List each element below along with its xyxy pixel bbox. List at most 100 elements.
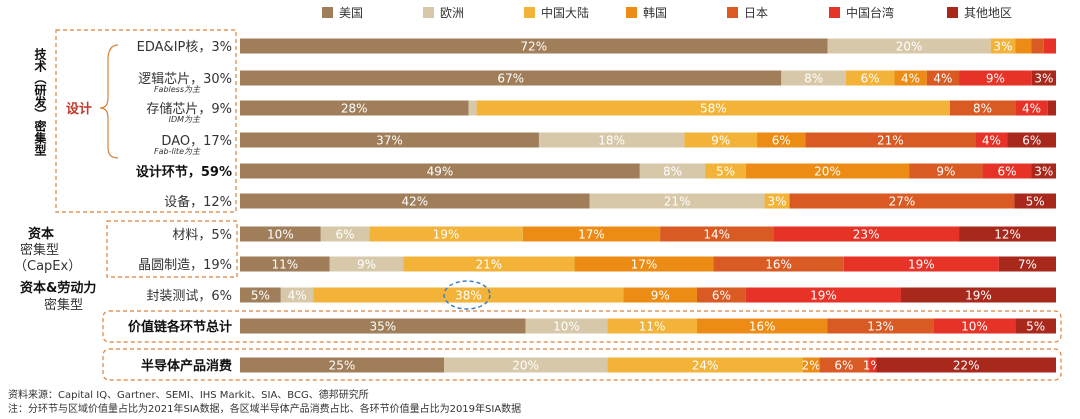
data-label: 16% bbox=[765, 258, 792, 272]
data-label: 4% bbox=[901, 72, 920, 86]
data-label: 14% bbox=[703, 228, 730, 242]
legend: 美国 欧洲 中国大陆 韩国 日本 中国台湾 其他地区 bbox=[322, 5, 1012, 20]
data-label: 4% bbox=[982, 134, 1001, 148]
bar-segment bbox=[313, 287, 624, 303]
bar-segment bbox=[819, 357, 869, 373]
bar-segment bbox=[240, 38, 828, 54]
bar-segment bbox=[1007, 132, 1056, 148]
data-label: 21% bbox=[664, 195, 691, 209]
bar-segment bbox=[660, 226, 774, 242]
data-label: 11% bbox=[272, 258, 299, 272]
bar-segment bbox=[982, 163, 1032, 179]
row-label: 存储芯片，9% bbox=[146, 102, 232, 117]
legend-swatch bbox=[423, 7, 434, 18]
bar-segment bbox=[1015, 318, 1056, 334]
data-label: 24% bbox=[692, 359, 719, 373]
data-label: 17% bbox=[578, 228, 605, 242]
data-label: 35% bbox=[369, 320, 396, 334]
legend-swatch bbox=[626, 7, 637, 18]
tech-group-frame bbox=[55, 29, 237, 213]
data-label: 10% bbox=[267, 228, 294, 242]
row-sublabel: Fab-lite为主 bbox=[154, 147, 201, 156]
bar-segment bbox=[240, 226, 321, 242]
data-label: 19% bbox=[965, 289, 992, 303]
row-sublabel: IDM为主 bbox=[169, 115, 201, 124]
data-label: 5% bbox=[251, 289, 270, 303]
bar-segment bbox=[975, 132, 1008, 148]
row-label: 材料，5% bbox=[172, 228, 232, 243]
bar-segment bbox=[240, 70, 782, 86]
group-label-capital-sub2: （CapEx） bbox=[14, 259, 81, 274]
data-label: 9% bbox=[651, 289, 670, 303]
group-label-labor-sub: 密集型 bbox=[44, 297, 83, 313]
bar-segment bbox=[240, 287, 281, 303]
data-label: 4% bbox=[1022, 102, 1041, 116]
legend-label: 日本 bbox=[744, 6, 768, 20]
group-label-design: 设计 bbox=[66, 101, 92, 117]
data-label: 23% bbox=[853, 228, 880, 242]
data-label: 6% bbox=[772, 134, 791, 148]
data-label: 38% bbox=[455, 289, 482, 303]
bar-segment bbox=[990, 38, 1016, 54]
bar-segment bbox=[1015, 38, 1032, 54]
bar-segment bbox=[933, 318, 1016, 334]
highlight-ellipse bbox=[443, 280, 491, 310]
bar-segment bbox=[240, 256, 330, 272]
bar-segment bbox=[713, 256, 844, 272]
group-label-tech-text: 技术（研发）密集型 bbox=[33, 47, 47, 157]
row-sublabel: Fabless为主 bbox=[154, 85, 201, 94]
bar-segment bbox=[525, 318, 608, 334]
bar-segment bbox=[240, 357, 444, 373]
data-label: 20% bbox=[512, 359, 539, 373]
row-label: 逻辑芯片，30% bbox=[138, 72, 232, 87]
bar-segment bbox=[805, 132, 976, 148]
data-label: 6% bbox=[861, 72, 880, 86]
bar-segment bbox=[369, 226, 523, 242]
bar-segment bbox=[1031, 163, 1056, 179]
bar-segment bbox=[764, 193, 790, 209]
bar-segment bbox=[320, 226, 370, 242]
data-label: 67% bbox=[497, 72, 524, 86]
data-label: 5% bbox=[716, 165, 735, 179]
group-label-tech: 技术（研发）密集型 bbox=[33, 47, 47, 157]
bar-segment bbox=[444, 357, 608, 373]
bar-segment bbox=[607, 357, 804, 373]
data-label: 16% bbox=[749, 320, 776, 334]
bar-segment bbox=[757, 132, 806, 148]
group-label-labor: 资本&劳动力 bbox=[20, 280, 96, 296]
bar-segment bbox=[1015, 100, 1048, 116]
legend-label: 中国大陆 bbox=[541, 5, 589, 20]
row-label: 半导体产品消费 bbox=[141, 358, 232, 374]
consumption-row-frame bbox=[102, 348, 1062, 381]
legend-swatch bbox=[829, 7, 840, 18]
bar-segment bbox=[696, 287, 746, 303]
data-label: 19% bbox=[810, 289, 837, 303]
data-label: 18% bbox=[598, 134, 625, 148]
legend-swatch bbox=[947, 7, 958, 18]
row-label: EDA&IP核，3% bbox=[137, 40, 232, 55]
data-label: 37% bbox=[376, 134, 403, 148]
bar-segment bbox=[240, 318, 526, 334]
data-label: 8% bbox=[804, 72, 823, 86]
data-label: 3% bbox=[993, 40, 1012, 54]
bar-segment bbox=[868, 357, 877, 373]
bar-segment bbox=[926, 70, 960, 86]
bar-segment bbox=[803, 357, 820, 373]
bar-segment bbox=[522, 226, 661, 242]
data-label: 20% bbox=[814, 165, 841, 179]
data-label: 9% bbox=[936, 165, 955, 179]
footer-source: 资料来源：Capital IQ、Gartner、SEMI、IHS Markit、… bbox=[8, 388, 369, 401]
data-label: 8% bbox=[663, 165, 682, 179]
data-label: 7% bbox=[1018, 258, 1037, 272]
footer-note: 注：分环节与区域价值量占比为2021年SIA数据，各区域半导体产品消费占比、各环… bbox=[8, 402, 521, 415]
bar-segment bbox=[589, 193, 765, 209]
data-label: 27% bbox=[889, 195, 916, 209]
data-label: 28% bbox=[341, 102, 368, 116]
bar-segment bbox=[845, 70, 895, 86]
data-label: 49% bbox=[427, 165, 454, 179]
data-label: 21% bbox=[877, 134, 904, 148]
legend-swatch bbox=[322, 7, 333, 18]
row-label: 封装测试，6% bbox=[146, 289, 232, 304]
bar-segment bbox=[1031, 70, 1056, 86]
legend-label: 中国台湾 bbox=[846, 5, 894, 20]
